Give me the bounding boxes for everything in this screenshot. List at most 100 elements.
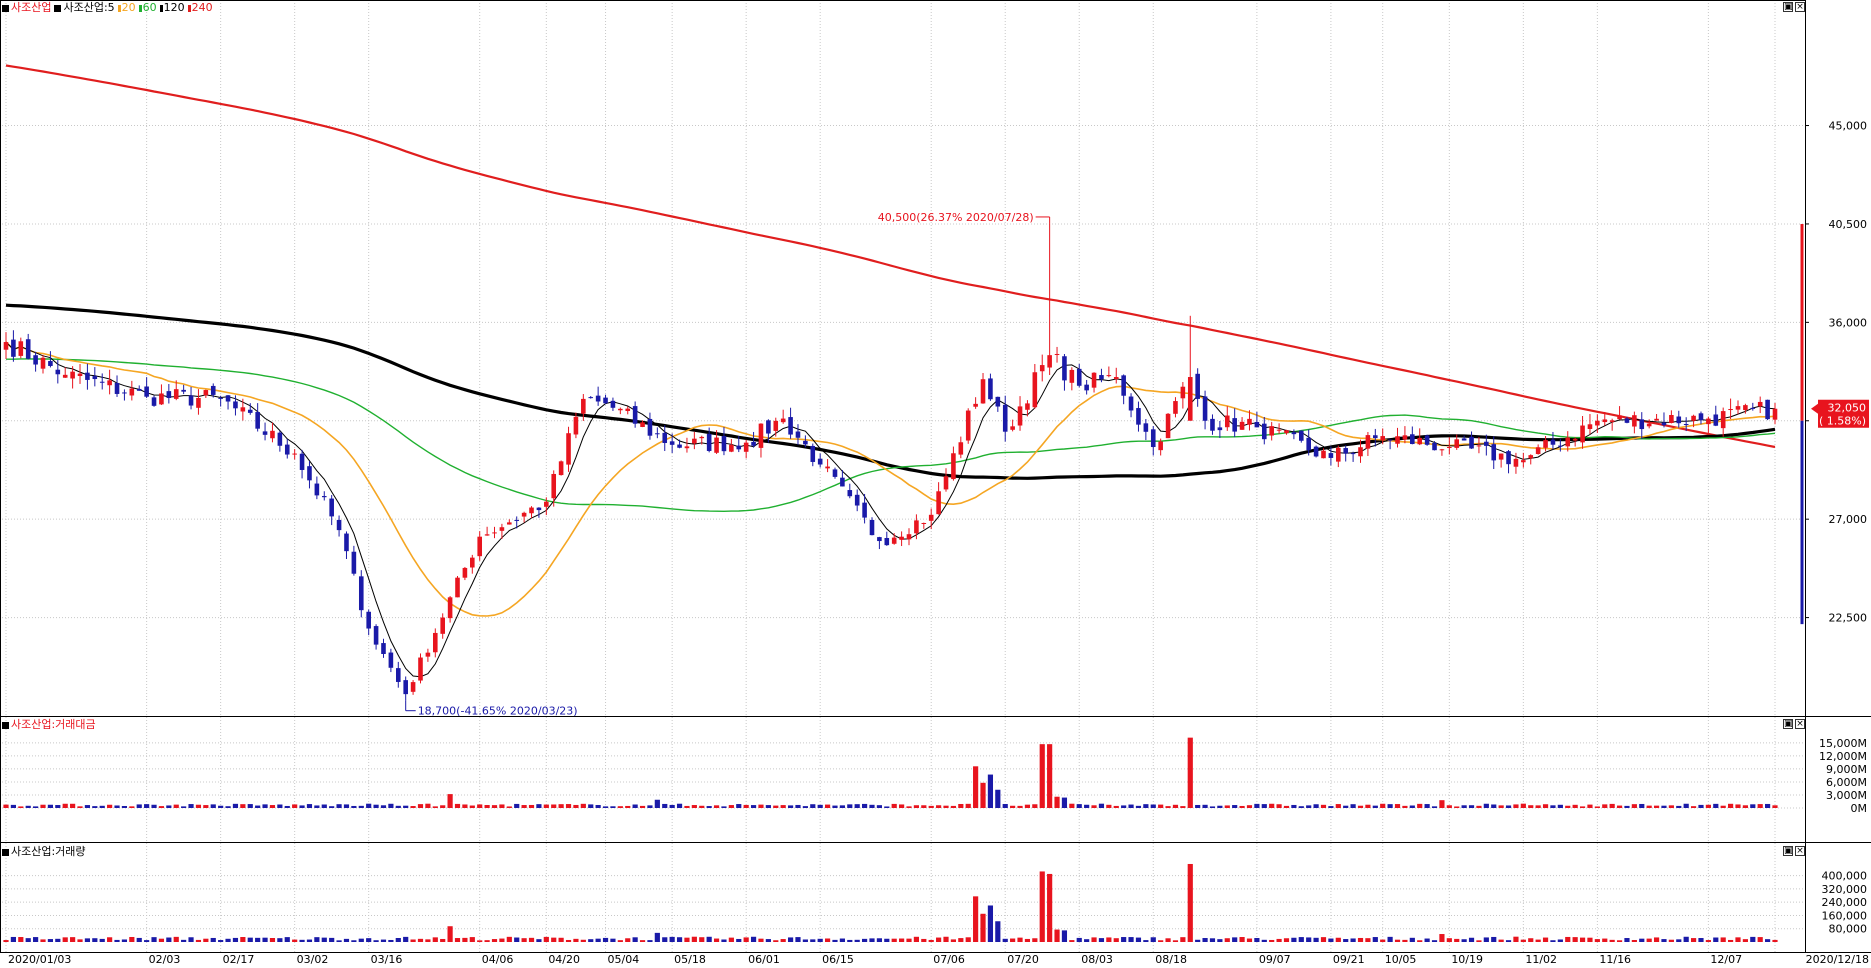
volume-bar xyxy=(1350,938,1356,942)
candle-body xyxy=(1410,434,1415,445)
amount-bar xyxy=(440,805,446,808)
amount-bar xyxy=(617,806,623,808)
amount-bar xyxy=(1291,804,1297,808)
candle-body xyxy=(1195,373,1200,399)
current-price-value: 32,050 xyxy=(1828,402,1867,415)
candle-body xyxy=(173,389,179,399)
candle-body xyxy=(1772,408,1778,420)
candle-body xyxy=(1217,427,1223,431)
amount-bar xyxy=(388,803,394,808)
volume-bar xyxy=(129,936,135,942)
volume-bar xyxy=(55,938,61,942)
amount-tick-label: 6,000M xyxy=(1826,776,1867,789)
volume-bar xyxy=(1024,938,1031,942)
candle-body xyxy=(1713,414,1719,426)
volume-bar xyxy=(410,939,416,942)
amount-bar xyxy=(1313,804,1319,808)
amount-bar xyxy=(973,766,979,808)
amount-bar xyxy=(173,804,179,808)
volume-bar xyxy=(1713,937,1719,942)
volume-bar xyxy=(1320,937,1327,942)
volume-bar xyxy=(107,937,113,942)
x-tick-label: 09/07 xyxy=(1259,953,1291,964)
amount-bar xyxy=(1742,805,1748,808)
volume-bar xyxy=(1054,929,1060,942)
amount-bar xyxy=(1720,805,1726,808)
amount-bar xyxy=(514,803,520,808)
panel-close-icon[interactable]: × xyxy=(1795,846,1805,856)
volume-bar xyxy=(454,938,461,942)
amount-bar xyxy=(1683,803,1689,808)
candle-body xyxy=(736,445,742,450)
candle-body xyxy=(869,519,875,536)
amount-bar xyxy=(1283,805,1290,808)
volume-bar xyxy=(1343,939,1349,942)
volume-bar xyxy=(1461,939,1467,942)
volume-bar xyxy=(1202,938,1208,942)
panel-close-icon[interactable]: × xyxy=(1795,719,1805,729)
amount-bar xyxy=(33,806,39,808)
amount-bar xyxy=(292,804,298,808)
candle-body xyxy=(1113,377,1119,380)
amount-bar xyxy=(699,805,705,808)
candle-body xyxy=(85,372,90,380)
amount-bar xyxy=(543,804,549,808)
candle-body xyxy=(951,453,956,480)
candle-body xyxy=(1365,435,1371,449)
volume-bar xyxy=(1520,939,1526,942)
volume-bar xyxy=(1424,938,1430,942)
volume-bar xyxy=(1765,939,1771,942)
amount-bar xyxy=(602,806,609,808)
amount-bar xyxy=(1158,804,1164,808)
panel-maximize-icon[interactable]: ▣ xyxy=(1783,719,1793,729)
candle-body xyxy=(847,490,853,497)
amount-bar xyxy=(1343,805,1349,808)
volume-bar xyxy=(958,938,964,942)
candle-body xyxy=(344,533,349,552)
candle-body xyxy=(18,341,24,356)
amount-bar xyxy=(99,805,105,808)
volume-bar xyxy=(25,938,31,942)
candle-body xyxy=(1395,436,1400,444)
amount-bar xyxy=(491,805,498,808)
candle-body xyxy=(433,632,438,653)
volume-bar xyxy=(1409,937,1415,942)
candle-body xyxy=(655,433,660,435)
volume-bar xyxy=(921,938,927,942)
volume-bar xyxy=(736,938,742,942)
volume-bar xyxy=(1690,938,1697,942)
volume-bar xyxy=(1017,937,1023,942)
volume-bar xyxy=(595,938,601,942)
panel-maximize-icon[interactable]: ▣ xyxy=(1783,846,1793,856)
amount-bar xyxy=(1365,804,1371,808)
candle-body xyxy=(40,357,46,369)
volume-bar xyxy=(750,936,757,942)
panel-close-icon[interactable]: × xyxy=(1795,2,1805,12)
candle-body xyxy=(1624,418,1630,423)
candle-body xyxy=(99,381,105,383)
amount-bar xyxy=(891,803,897,808)
amount-bar xyxy=(1357,805,1364,808)
y-tick-label: 40,500 xyxy=(1829,218,1868,231)
candle-body xyxy=(203,390,209,396)
volume-bar xyxy=(1698,938,1704,942)
amount-bar xyxy=(321,804,327,808)
amount-bar xyxy=(551,804,557,808)
candle-body xyxy=(1580,425,1585,443)
amount-bar xyxy=(906,806,912,808)
x-tick-label: 10/19 xyxy=(1451,953,1483,964)
amount-bar xyxy=(432,806,438,808)
amount-bar xyxy=(144,804,150,808)
amount-bar xyxy=(743,804,749,808)
volume-bar xyxy=(765,939,771,942)
amount-bar xyxy=(403,805,409,808)
candle-body xyxy=(381,643,386,654)
candle-body xyxy=(743,442,749,452)
amount-bar xyxy=(77,806,83,808)
volume-bar xyxy=(321,937,327,942)
candle-body xyxy=(1654,418,1659,421)
panel-maximize-icon[interactable]: ▣ xyxy=(1783,2,1793,12)
x-tick-label: 04/06 xyxy=(482,953,514,964)
volume-bar xyxy=(336,940,342,942)
